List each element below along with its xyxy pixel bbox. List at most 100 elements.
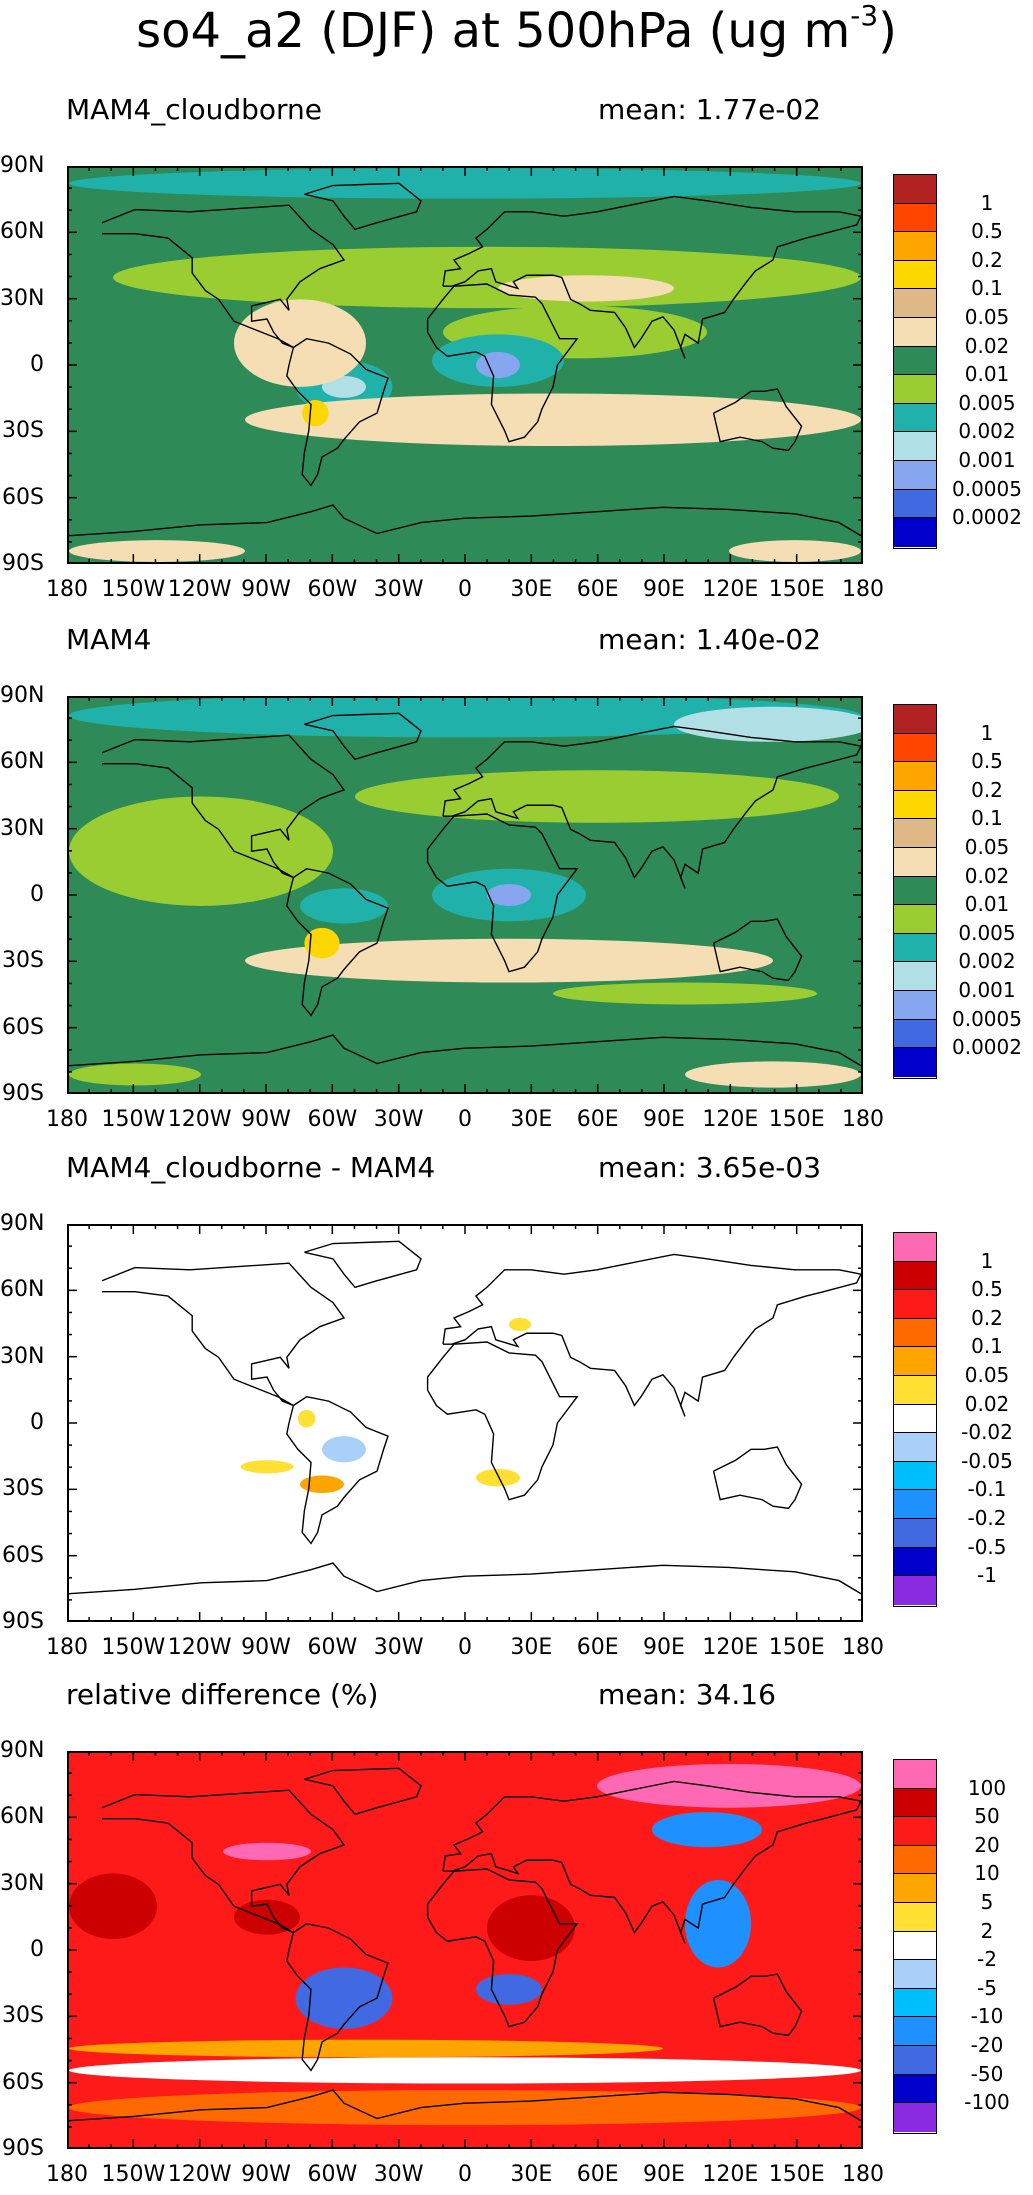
colorbar-label: 0.002	[958, 419, 1016, 444]
lon-tick-label: 0	[458, 577, 472, 602]
field-region-12	[729, 540, 861, 562]
colorbar-label: -50	[970, 2061, 1004, 2086]
lat-tick-label: 90S	[2, 1081, 44, 1106]
colorbar	[893, 1232, 937, 1607]
coastline-africa	[426, 1341, 579, 1501]
coastline-namerica	[101, 1262, 346, 1407]
lon-tick-label: 120W	[167, 577, 232, 602]
lat-tick-label: 0	[30, 1410, 44, 1435]
lat-tick-label: 60S	[2, 1014, 44, 1040]
lat-tick-label: 60N	[0, 219, 45, 245]
lat-tick-label: 60N	[0, 1277, 45, 1303]
colorbar-swatch	[894, 232, 936, 261]
lon-tick-label: 60W	[307, 1107, 358, 1132]
lat-tick-label: 90N	[0, 1211, 45, 1236]
lon-tick-label: 0	[458, 1107, 472, 1132]
colorbar-label: 0.02	[964, 333, 1010, 358]
field-region-2	[69, 796, 333, 906]
colorbar-label: 0.5	[971, 1277, 1003, 1302]
field-region-9	[553, 982, 817, 1005]
lon-tick-label: 30E	[510, 577, 553, 602]
field-region-11	[69, 1063, 201, 1086]
field-region-4	[476, 351, 520, 379]
coastline-antarctica	[69, 2089, 861, 2122]
map-plot-area	[67, 1751, 863, 2149]
coastline-eurasia	[442, 725, 861, 889]
colorbar-swatch	[894, 1817, 936, 1846]
panel-mean-label: mean: 1.40e-02	[598, 623, 822, 656]
colorbar	[893, 1759, 937, 2134]
colorbar-label: 0.1	[971, 1334, 1003, 1359]
colorbar-swatch	[894, 1960, 936, 1989]
lon-tick-label: 120W	[167, 1107, 232, 1132]
map-svg	[69, 1226, 861, 1620]
lon-tick-label: 90E	[643, 1635, 685, 1660]
map-plot-area	[67, 696, 863, 1094]
colorbar-swatch	[894, 1318, 936, 1348]
field-region-2	[322, 1436, 366, 1463]
colorbar-label: 50	[974, 1804, 1000, 1829]
panel-mam4: MAM4 mean: 1.40e-02 90N 60N 30N 0 30S 60S 90S 1…	[0, 620, 1033, 1140]
map-plot-area	[67, 166, 863, 564]
lon-tick-label: 0	[458, 1635, 472, 1660]
lat-tick-label: 90S	[2, 551, 44, 576]
coastline-antarctica	[69, 1562, 861, 1595]
colorbar-label: -0.2	[967, 1506, 1007, 1530]
field-region-0	[69, 168, 861, 199]
coastline-samerica	[286, 867, 389, 1017]
colorbar-swatch	[894, 876, 936, 906]
lat-tick-label: 90S	[2, 2136, 44, 2161]
colorbar-label: 0.05	[964, 305, 1010, 329]
map-svg	[69, 168, 861, 562]
lat-tick-label: 60S	[2, 2069, 44, 2095]
colorbar-swatch	[894, 432, 936, 461]
colorbar-swatch	[894, 1518, 936, 1548]
lat-tick-label: 90N	[0, 153, 45, 178]
colorbar-swatch	[894, 1347, 936, 1376]
lon-tick-label: 180	[842, 1107, 884, 1132]
colorbar-label: 0.001	[958, 978, 1016, 1002]
lat-tick-label: 30S	[2, 418, 44, 444]
lat-tick-label: 30S	[2, 1476, 44, 1502]
coastline-antarctica	[69, 504, 861, 537]
field-region-9	[234, 1899, 300, 1935]
colorbar-swatch	[894, 1874, 936, 1903]
lat-tick-label: 90S	[2, 1609, 44, 1634]
field-region-10	[302, 400, 329, 427]
coastline-samerica	[286, 1922, 389, 2072]
coastline-australia	[712, 388, 803, 452]
field-region-0	[69, 698, 861, 738]
colorbar-label: 0.5	[971, 749, 1003, 774]
panel-mam4-cloudborne: MAM4_cloudborne mean: 1.77e-02 90N 60N 30N…	[0, 90, 1033, 610]
coastline-samerica	[286, 1395, 389, 1545]
colorbar-swatch	[894, 460, 936, 490]
field-region-8	[223, 1842, 311, 1861]
panel-left-title: relative difference (%)	[66, 1678, 379, 1711]
colorbar-swatch	[894, 2045, 936, 2075]
lat-tick-label: 60N	[0, 749, 45, 775]
map-svg	[69, 698, 861, 1092]
coastline-namerica	[101, 204, 346, 349]
colorbar-swatch	[894, 819, 936, 848]
colorbar-label: 10	[974, 1861, 1000, 1886]
colorbar-swatch	[894, 762, 936, 791]
field-region-3	[355, 770, 839, 823]
lon-tick-label: 90W	[241, 1635, 291, 1660]
colorbar-label: 0.1	[971, 276, 1003, 301]
colorbar-label: 1	[980, 1248, 994, 1273]
lat-tick-label: 0	[30, 882, 44, 907]
colorbar-label: 0.01	[964, 362, 1010, 387]
colorbar-swatch	[894, 2074, 936, 2104]
lon-tick-label: 60E	[576, 1107, 619, 1132]
coastline-eurasia	[442, 1780, 861, 1944]
colorbar-label: -20	[970, 2033, 1004, 2057]
lon-tick-label: 150W	[101, 577, 166, 602]
colorbar-swatch	[894, 175, 936, 204]
colorbar-swatch	[894, 1788, 936, 1818]
lon-tick-label: 180	[46, 1635, 88, 1660]
colorbar-label: 20	[974, 1832, 1000, 1857]
colorbar-swatch	[894, 790, 936, 820]
lon-tick-label: 120E	[702, 1635, 759, 1660]
colorbar-label: 0.01	[964, 892, 1010, 917]
coastline-namerica	[101, 734, 346, 879]
